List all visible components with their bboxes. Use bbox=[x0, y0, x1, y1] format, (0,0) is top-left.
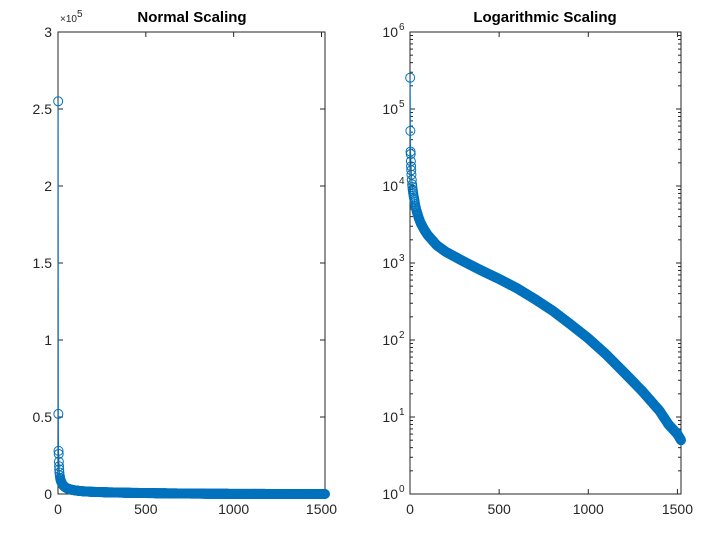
logarithmic-scaling-axes-box bbox=[409, 31, 682, 495]
y-exponent-power: 5 bbox=[77, 9, 83, 20]
y-tick-power: 4 bbox=[399, 176, 405, 187]
normal-scaling-ticks: 0 500 1000 1500 0 0.5 1 1.5 2 2.5 3 bbox=[33, 24, 338, 517]
logarithmic-scaling-data bbox=[405, 72, 686, 446]
x-tick-label: 500 bbox=[487, 501, 511, 517]
data-point bbox=[406, 165, 417, 176]
x-tick-label: 0 bbox=[54, 501, 62, 517]
y-exponent-base: ×10 bbox=[60, 14, 77, 25]
y-tick-power: 0 bbox=[399, 484, 405, 495]
data-point bbox=[53, 408, 64, 419]
normal-scaling-panel: Normal Scaling 0 500 1000 1500 0 0.5 1 1.5 2 2.5 3… bbox=[33, 9, 338, 517]
data-point bbox=[405, 72, 416, 83]
x-tick-label: 0 bbox=[406, 501, 414, 517]
x-tick-label: 1500 bbox=[662, 501, 693, 517]
x-tick-label: 500 bbox=[134, 501, 158, 517]
y-tick-label: 10 bbox=[382, 101, 398, 117]
normal-scaling-title: Normal Scaling bbox=[137, 9, 246, 26]
normal-scaling-y-exponent: ×105 bbox=[60, 9, 83, 25]
y-tick-label: 2 bbox=[44, 178, 52, 194]
y-tick-label: 1.5 bbox=[33, 255, 53, 271]
data-point bbox=[406, 169, 417, 180]
data-point bbox=[406, 161, 417, 172]
data-point bbox=[405, 125, 416, 136]
y-tick-label: 10 bbox=[382, 409, 398, 425]
y-tick-label: 1 bbox=[44, 332, 52, 348]
data-point bbox=[320, 488, 330, 499]
series-line bbox=[57, 101, 325, 495]
y-tick-label: 10 bbox=[382, 332, 398, 348]
y-tick-power: 6 bbox=[399, 22, 405, 33]
x-tick-label: 1000 bbox=[573, 501, 604, 517]
x-tick-label: 1500 bbox=[306, 501, 337, 517]
y-tick-power: 5 bbox=[399, 99, 405, 110]
y-tick-label: 10 bbox=[382, 486, 398, 502]
y-tick-label: 10 bbox=[382, 178, 398, 194]
y-tick-label: 10 bbox=[382, 255, 398, 271]
x-tick-label: 1000 bbox=[218, 501, 249, 517]
y-tick-label: 10 bbox=[382, 24, 398, 40]
data-point bbox=[676, 435, 686, 446]
data-point bbox=[53, 456, 64, 467]
y-tick-label: 2.5 bbox=[33, 101, 53, 117]
normal-scaling-axes-box bbox=[57, 31, 326, 495]
data-point bbox=[53, 448, 64, 459]
y-tick-power: 2 bbox=[399, 330, 405, 341]
y-tick-label: 0.5 bbox=[33, 409, 53, 425]
logarithmic-scaling-title: Logarithmic Scaling bbox=[473, 9, 616, 26]
data-point bbox=[405, 149, 416, 160]
y-tick-power: 1 bbox=[399, 407, 405, 418]
data-point bbox=[53, 445, 64, 456]
y-tick-power: 3 bbox=[399, 253, 405, 264]
data-point bbox=[53, 96, 64, 107]
y-tick-label: 0 bbox=[44, 486, 52, 502]
data-point bbox=[406, 174, 417, 185]
y-tick-label: 3 bbox=[44, 24, 52, 40]
normal-scaling-data bbox=[53, 96, 330, 499]
